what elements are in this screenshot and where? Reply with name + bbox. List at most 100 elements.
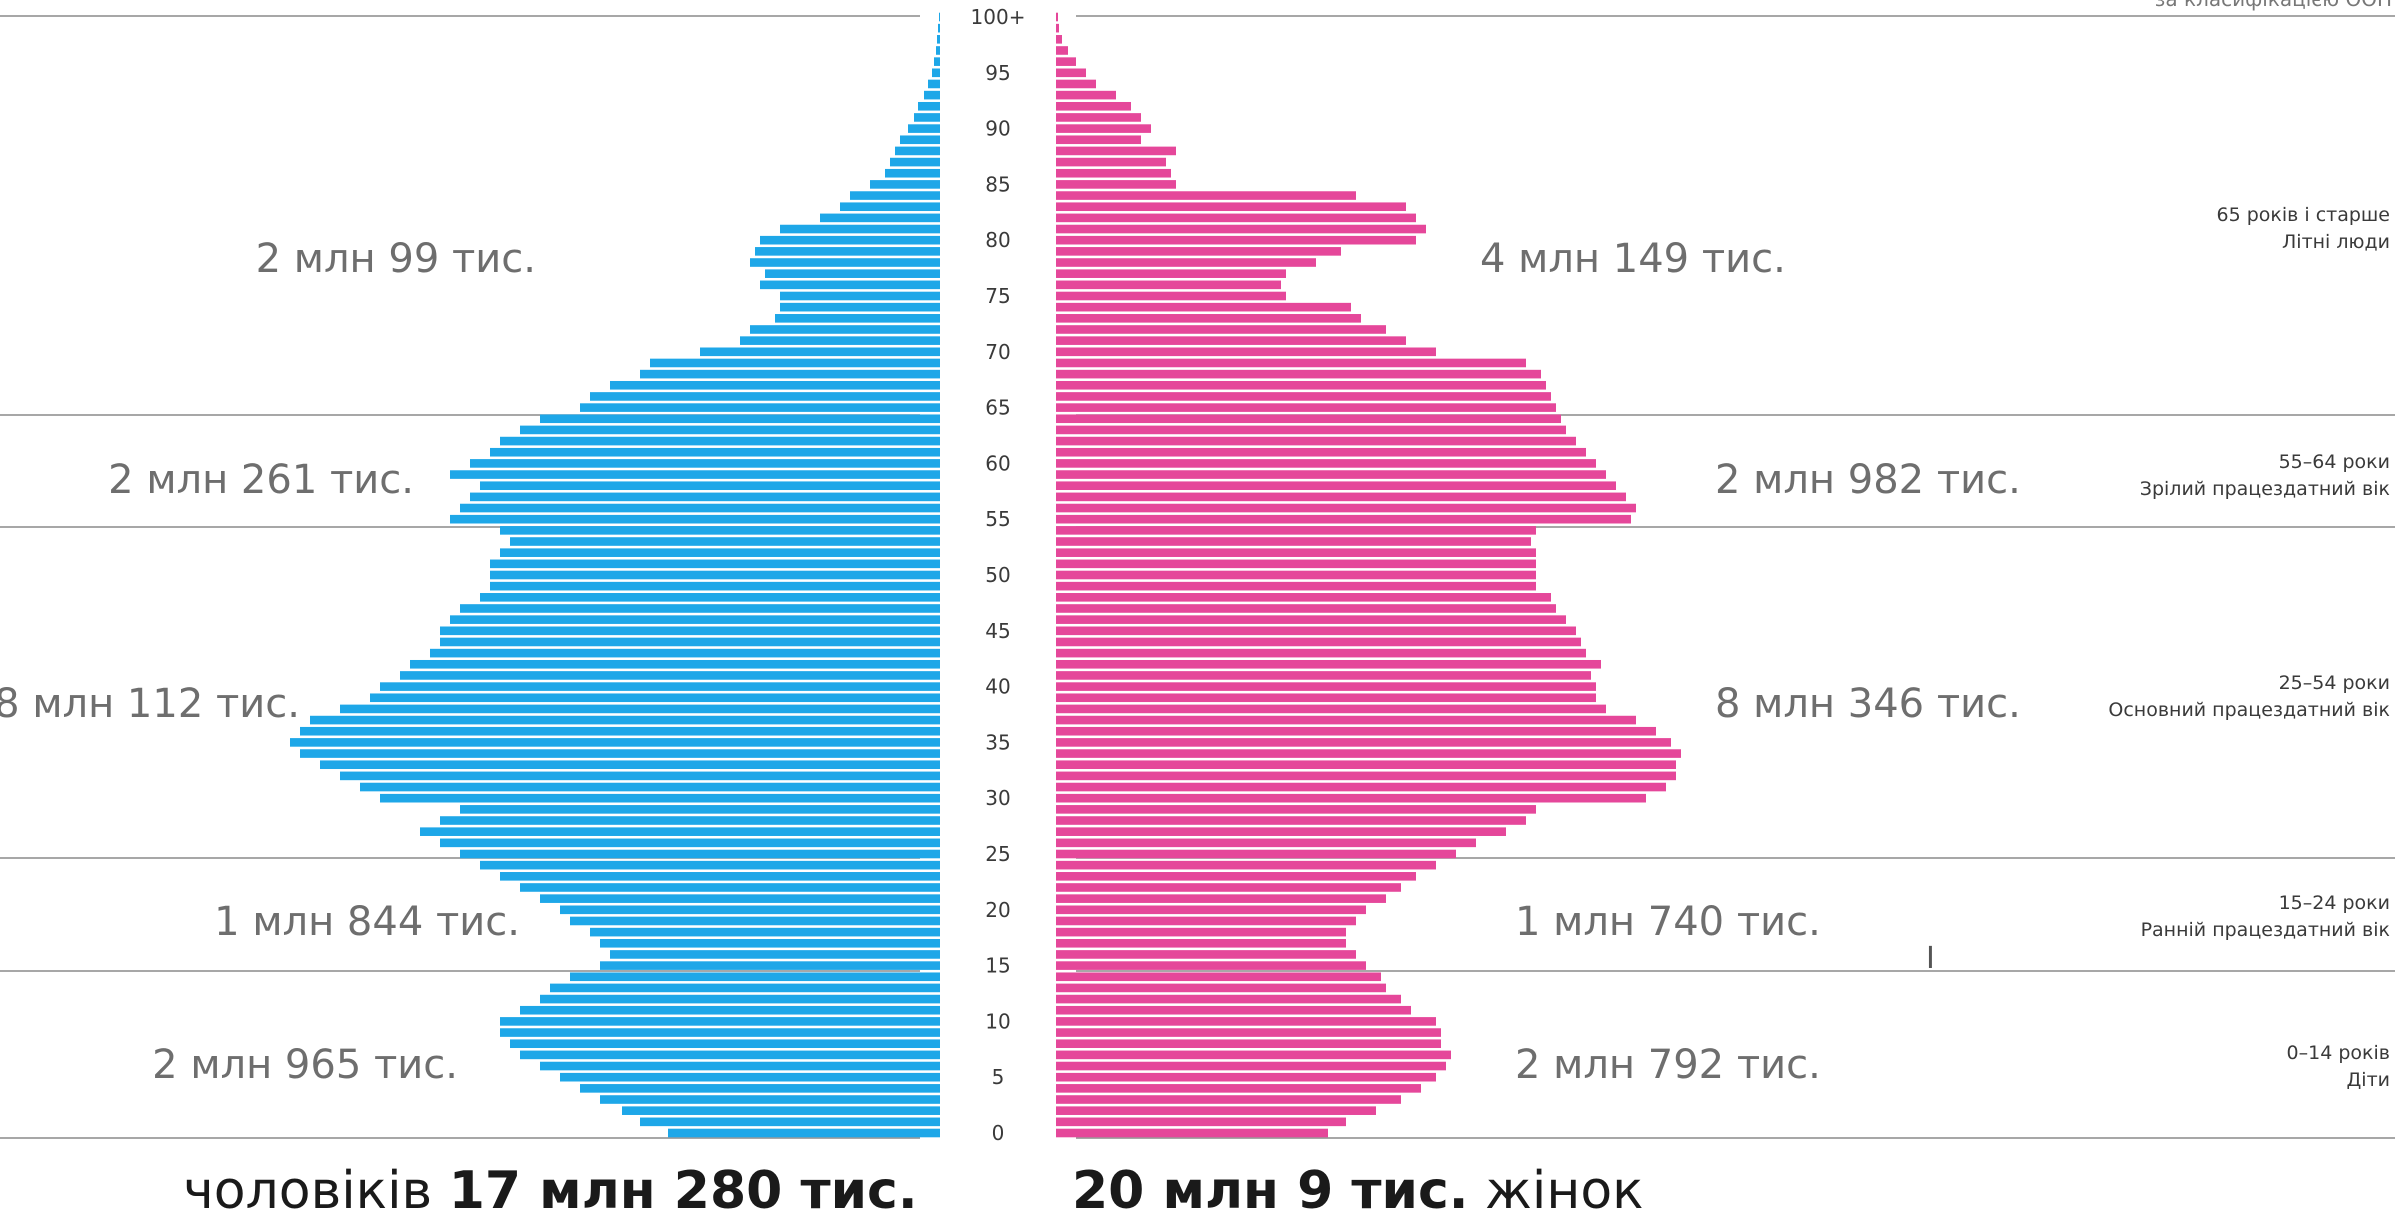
male-bar-age-37 [310,715,940,725]
male-bar-age-49 [490,581,940,591]
female-bar-age-13 [1056,983,1386,993]
male-bar-age-84 [850,191,940,200]
age-tick-25: 25 [985,842,1010,866]
male-bar-age-52 [500,548,940,557]
male-total-55–64: 2 млн 261 тис. [108,457,414,503]
male-bar-age-56 [460,503,940,513]
age-tick-0: 0 [992,1121,1005,1145]
age-tick-30: 30 [985,786,1010,810]
female-bar-age-28 [1056,816,1526,825]
female-bar-age-9 [1056,1028,1441,1037]
group-name-25: Основний працездатний вік [2108,699,2390,721]
male-bar-age-10 [500,1017,940,1026]
female-bar-age-4 [1056,1084,1421,1093]
female-bar-age-31 [1056,782,1666,792]
male-bar-age-53 [510,537,940,546]
age-tick-15: 15 [985,954,1010,978]
female-bar-age-63 [1056,425,1566,435]
female-bar-age-60 [1056,459,1596,468]
female-bar-age-40 [1056,682,1596,691]
male-bar-age-35 [290,738,940,747]
female-bar-age-1 [1056,1117,1346,1127]
male-bar-age-29 [460,805,940,814]
male-bar-age-66 [590,392,940,401]
group-name-15: Ранній працездатний вік [2141,919,2390,941]
male-bar-age-14 [570,972,940,982]
female-group-totals: 2 млн 792 тис. 1 млн 740 тис. 8 млн 346 ти… [1480,236,2021,1088]
age-group-labels: 0–14 років Діти 15–24 роки Ранній працездат… [2108,204,2390,1091]
male-bar-age-89 [900,135,940,145]
male-bar-age-96 [934,57,940,66]
male-bar-age-34 [300,749,940,758]
male-bar-age-93 [924,90,940,100]
male-bar-age-55 [450,514,940,524]
female-total-0–14: 2 млн 792 тис. [1515,1042,1821,1088]
female-bar-age-5 [1056,1072,1436,1082]
male-bar-age-44 [440,637,940,647]
female-bar-age-67 [1056,380,1546,390]
female-bar-age-21 [1056,894,1386,903]
male-bar-age-86 [885,168,940,178]
female-bar-age-61 [1056,447,1586,457]
female-bar-age-86 [1056,168,1171,178]
male-bar-age-94 [928,79,940,89]
female-bar-age-72 [1056,325,1386,334]
male-total-65+: 2 млн 99 тис. [256,236,536,282]
female-bar-age-26 [1056,838,1476,848]
female-bar-age-96 [1056,57,1076,66]
male-bar-age-48 [480,593,940,602]
male-bar-age-2 [622,1106,940,1115]
female-total-footer: 20 млн 9 тис. жінок [1072,1161,1644,1221]
male-bar-age-74 [780,302,940,312]
female-bar-age-64 [1056,414,1561,424]
age-tick-60: 60 [985,451,1010,475]
female-bar-age-81 [1056,224,1426,234]
age-tick-80: 80 [985,228,1010,252]
male-bar-age-72 [750,325,940,334]
group-name-0: Діти [2346,1069,2390,1091]
female-bar-age-42 [1056,659,1601,669]
female-bar-age-70 [1056,347,1436,357]
female-bar-age-6 [1056,1061,1446,1071]
female-bar-age-92 [1056,101,1131,111]
male-bar-age-8 [510,1039,940,1049]
female-bar-age-41 [1056,671,1591,680]
male-bar-age-88 [895,146,940,156]
male-bar-age-91 [914,113,940,122]
male-bar-age-46 [450,615,940,624]
female-bar-age-32 [1056,771,1676,781]
male-bar-age-23 [500,872,940,881]
female-bar-age-50 [1056,570,1536,580]
female-bar-age-62 [1056,436,1576,446]
female-bar-age-66 [1056,392,1551,401]
male-bar-age-42 [410,659,940,669]
female-bar-age-14 [1056,972,1381,982]
age-tick-40: 40 [985,675,1010,699]
female-bar-age-68 [1056,369,1541,379]
female-bar-age-20 [1056,905,1366,915]
male-bar-age-57 [470,492,940,502]
female-bar-age-47 [1056,604,1556,613]
male-bar-age-85 [870,180,940,189]
corner-note: за класифікацією ООН [2155,0,2392,11]
male-bar-age-68 [640,369,940,379]
male-bar-age-6 [540,1061,940,1071]
male-bar-age-36 [300,726,940,736]
male-bar-age-58 [480,481,940,491]
male-bar-age-54 [500,526,940,535]
male-bar-age-63 [520,425,940,435]
female-bars [1056,12,1681,1138]
male-bar-age-41 [400,671,940,680]
female-bar-age-84 [1056,191,1356,200]
male-bar-age-75 [780,291,940,301]
female-bar-age-39 [1056,693,1596,703]
male-bar-age-71 [740,336,940,345]
female-bar-age-11 [1056,1005,1411,1015]
female-bar-age-93 [1056,90,1116,100]
female-bar-age-0 [1056,1128,1328,1138]
female-bar-age-38 [1056,704,1606,714]
female-total-55–64: 2 млн 982 тис. [1715,457,2021,503]
female-bar-age-54 [1056,526,1536,535]
male-bar-age-30 [380,793,940,803]
male-total-15–24: 1 млн 844 тис. [214,899,520,945]
